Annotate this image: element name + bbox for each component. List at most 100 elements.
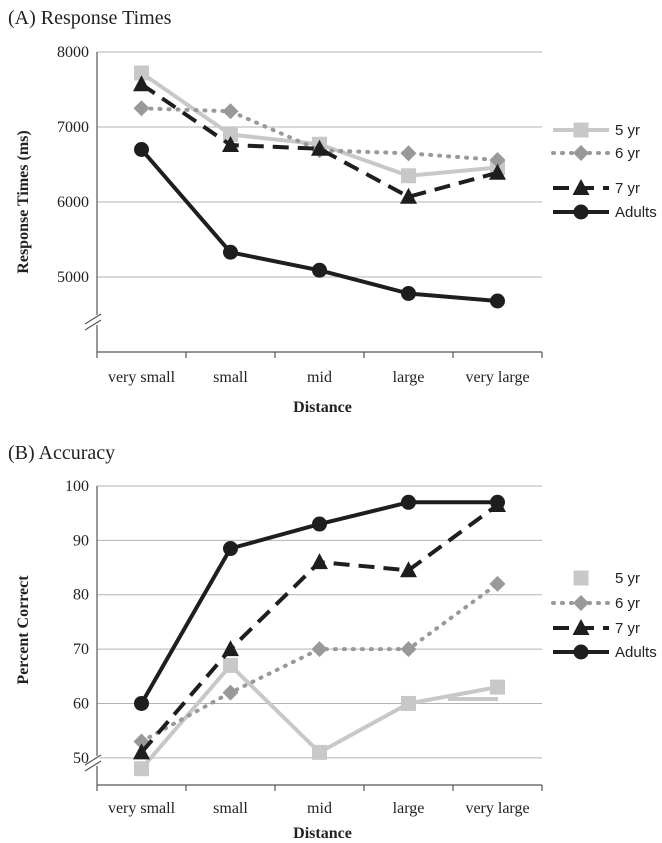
series-line [140, 71, 498, 178]
panel-accuracy: (B) Accuracy 50 60 70 80 90 100 very small small… [8, 442, 657, 842]
data-point [312, 744, 327, 760]
data-point [311, 139, 328, 156]
legend-marker [573, 570, 589, 586]
axis-break [84, 313, 102, 331]
legend-label: 7 yr [615, 620, 640, 637]
data-point [133, 100, 150, 117]
data-point [133, 743, 150, 760]
data-point [223, 127, 238, 142]
legend-label: Adults [615, 644, 657, 661]
y-tick-label: 50 [73, 750, 89, 767]
data-point [223, 244, 238, 260]
y-axis-label: Percent Correct [15, 575, 32, 685]
legend-marker [573, 644, 589, 660]
x-tick-label: small [213, 369, 248, 386]
data-point [489, 575, 506, 592]
data-point [489, 152, 506, 168]
data-point [401, 494, 416, 510]
legend-item: 6 yr [551, 145, 640, 162]
legend-marker [573, 122, 589, 138]
series-5-yr [134, 657, 505, 777]
data-point [401, 168, 416, 184]
data-point [223, 657, 238, 673]
legend-marker [572, 619, 590, 635]
legend-item: 6 yr [551, 595, 640, 612]
y-tick-label: 80 [73, 587, 89, 604]
legend-item: 5 yr [553, 122, 640, 139]
legend-label: 6 yr [615, 595, 640, 612]
series-line [140, 82, 499, 199]
x-tick-label: very large [465, 369, 529, 386]
data-point [312, 516, 327, 532]
legend-item: 7 yr [553, 179, 640, 197]
legend-item: Adults [553, 644, 657, 661]
data-point [401, 286, 416, 301]
data-point [222, 640, 239, 657]
legend-marker [573, 204, 589, 220]
data-point [490, 293, 505, 309]
legend-item: 7 yr [553, 619, 640, 637]
data-point [134, 695, 149, 711]
data-point [134, 142, 149, 157]
y-tick-label: 7000 [57, 119, 89, 136]
series-line [139, 503, 499, 754]
data-point [133, 75, 150, 92]
data-point [400, 187, 417, 204]
legend-label: 5 yr [615, 122, 640, 139]
data-point [490, 679, 505, 695]
chart-title: (B) Accuracy [8, 442, 115, 464]
legend-label: 7 yr [615, 180, 640, 197]
data-point [311, 553, 328, 570]
y-tick-label: 90 [73, 532, 89, 549]
legend-label: 6 yr [615, 145, 640, 162]
data-point [400, 641, 417, 658]
data-point [311, 641, 328, 658]
panel-response-times: (A) Response Times 5000 6000 7000 8000 very s… [8, 7, 657, 416]
x-tick-label: large [393, 800, 425, 817]
x-tick-label: mid [307, 800, 332, 817]
data-point [222, 136, 239, 152]
legend-marker [572, 179, 590, 195]
y-tick-label: 5000 [57, 269, 89, 286]
data-point [223, 541, 238, 557]
data-point [134, 65, 149, 81]
legend-marker [573, 145, 589, 161]
legend-label: 5 yr [615, 570, 640, 587]
data-point [489, 163, 506, 180]
x-tick-label: small [213, 800, 248, 817]
series-7-yr [133, 496, 506, 760]
y-tick-label: 6000 [57, 194, 89, 211]
series-5-yr [134, 65, 505, 184]
x-axis-label: Distance [293, 399, 352, 416]
y-axis-label: Response Times (ms) [15, 130, 32, 273]
series-6-yr [133, 575, 506, 750]
y-tick-label: 8000 [57, 44, 89, 61]
y-tick-label: 60 [73, 695, 89, 712]
data-point [222, 103, 239, 120]
data-point [401, 695, 416, 711]
data-point [312, 262, 327, 278]
x-tick-label: large [393, 369, 425, 386]
data-point [490, 494, 505, 510]
legend-item: Adults [553, 204, 657, 221]
x-tick-label: mid [307, 369, 332, 386]
x-tick-label: very large [465, 800, 529, 817]
series-line [139, 106, 500, 162]
data-point [134, 761, 149, 777]
series-line [139, 500, 498, 705]
y-tick-label: 100 [65, 478, 89, 495]
data-point [222, 684, 239, 701]
x-tick-label: very small [108, 800, 176, 817]
data-point [400, 145, 417, 162]
series-adults [134, 494, 505, 711]
chart-title: (A) Response Times [8, 7, 172, 29]
series-7-yr [133, 75, 506, 204]
series-6-yr [133, 100, 506, 168]
x-axis-label: Distance [293, 825, 352, 842]
x-tick-label: very small [108, 369, 176, 386]
axis-break [84, 754, 102, 772]
series-adults [134, 142, 505, 309]
y-tick-label: 70 [73, 641, 89, 658]
legend-item: 5 yr [573, 570, 640, 587]
